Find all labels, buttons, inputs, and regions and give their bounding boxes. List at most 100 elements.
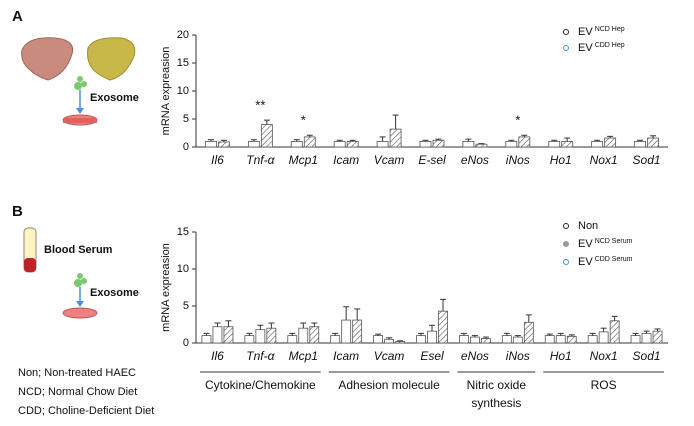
bar	[395, 341, 405, 344]
error-bar	[632, 332, 639, 336]
error-bar	[429, 324, 435, 332]
y-tick-label: 20	[177, 29, 189, 41]
error-bar	[471, 335, 478, 338]
illustration-label: Blood Serum	[44, 244, 113, 256]
panel-letter: A	[12, 8, 23, 25]
error-bar	[643, 330, 650, 334]
error-bar	[289, 332, 296, 336]
legend-sup: NCD Hep	[595, 26, 625, 33]
x-tick-label: Icam	[333, 349, 359, 363]
x-tick-label: Nox1	[590, 349, 618, 363]
error-bar	[268, 322, 275, 329]
group-label: Adhesion molecule	[338, 378, 440, 392]
error-bar	[521, 134, 528, 137]
legend-marker	[563, 241, 569, 247]
x-tick-label: eNos	[461, 349, 489, 363]
y-tick-label: 5	[183, 113, 189, 125]
bar	[555, 335, 566, 344]
error-bar	[435, 138, 442, 141]
legend-marker	[563, 29, 569, 35]
x-tick-label: Tnf-α	[246, 349, 275, 363]
bar	[330, 335, 341, 344]
group-label: synthesis	[471, 396, 521, 410]
error-bar	[637, 139, 644, 142]
legend-label: Non	[578, 220, 598, 232]
error-bar	[514, 335, 521, 338]
group-label: ROS	[591, 378, 617, 392]
bar	[523, 321, 534, 344]
error-bar	[551, 139, 558, 142]
error-bar	[207, 139, 214, 142]
legend-name: Non	[578, 220, 598, 232]
bar	[566, 335, 577, 344]
bar	[544, 335, 555, 344]
bar	[389, 128, 402, 148]
bar	[287, 335, 298, 344]
bar	[470, 336, 480, 344]
group-label: Cytokine/Chemokine	[205, 378, 316, 392]
error-bar	[354, 308, 361, 321]
error-bar	[465, 138, 472, 142]
legend-name: EV	[578, 238, 593, 250]
error-bar	[564, 137, 571, 142]
error-bar	[311, 322, 318, 327]
group-label: Nitric oxide	[467, 378, 527, 392]
significance: **	[255, 98, 265, 113]
legend-name: EV	[578, 256, 593, 268]
significance: *	[301, 113, 306, 128]
error-bar	[611, 315, 618, 321]
x-tick-label: Il6	[211, 153, 224, 167]
y-tick-label: 15	[177, 57, 189, 69]
error-bar	[306, 134, 313, 137]
bar	[427, 330, 437, 344]
bar	[290, 140, 303, 148]
error-bar	[600, 327, 607, 332]
bar	[505, 140, 518, 148]
bar	[260, 124, 273, 148]
bar	[346, 140, 359, 148]
error-bar	[343, 306, 350, 321]
bar	[438, 310, 448, 344]
error-bar	[246, 332, 253, 336]
footnote: CDD; Choline-Deficient Diet	[18, 405, 154, 417]
y-tick-label: 15	[177, 226, 189, 238]
legend-label: EV CDD Hep	[578, 42, 625, 54]
error-bar	[525, 314, 532, 323]
bar	[512, 336, 523, 344]
error-bar	[300, 322, 307, 329]
x-tick-label: Il6	[211, 349, 224, 363]
error-bar	[332, 332, 339, 336]
error-bar	[257, 324, 264, 330]
x-tick-label: Sod1	[633, 349, 661, 363]
error-bar	[478, 143, 485, 145]
bar	[212, 326, 223, 344]
bar	[218, 141, 230, 148]
error-bar	[508, 139, 515, 142]
legend-name: EV	[578, 42, 593, 54]
legend-label: EV CDD Serum	[578, 256, 633, 268]
bar	[501, 335, 512, 344]
bar	[641, 332, 652, 344]
y-axis-label: mRNA expreasion	[160, 243, 172, 332]
error-bar	[375, 333, 382, 336]
bar	[548, 140, 561, 148]
bar	[333, 140, 346, 148]
error-bar	[482, 336, 489, 339]
x-tick-label: Icam	[333, 153, 359, 167]
error-bar	[418, 332, 424, 336]
footnote: NCD; Normal Chow Diet	[18, 386, 137, 398]
error-bar	[460, 332, 467, 336]
bar	[309, 326, 320, 344]
error-bar	[263, 119, 270, 125]
legend-label: EV NCD Hep	[578, 26, 625, 38]
bar	[561, 140, 574, 148]
error-bar	[336, 139, 343, 142]
x-tick-label: iNos	[506, 153, 530, 167]
error-bar	[392, 114, 399, 130]
legend-sup: CDD Hep	[595, 42, 625, 49]
y-tick-label: 10	[177, 263, 189, 275]
y-tick-label: 10	[177, 85, 189, 97]
error-bar	[397, 340, 404, 342]
bar	[591, 140, 604, 148]
x-tick-label: E-sel	[418, 153, 446, 167]
